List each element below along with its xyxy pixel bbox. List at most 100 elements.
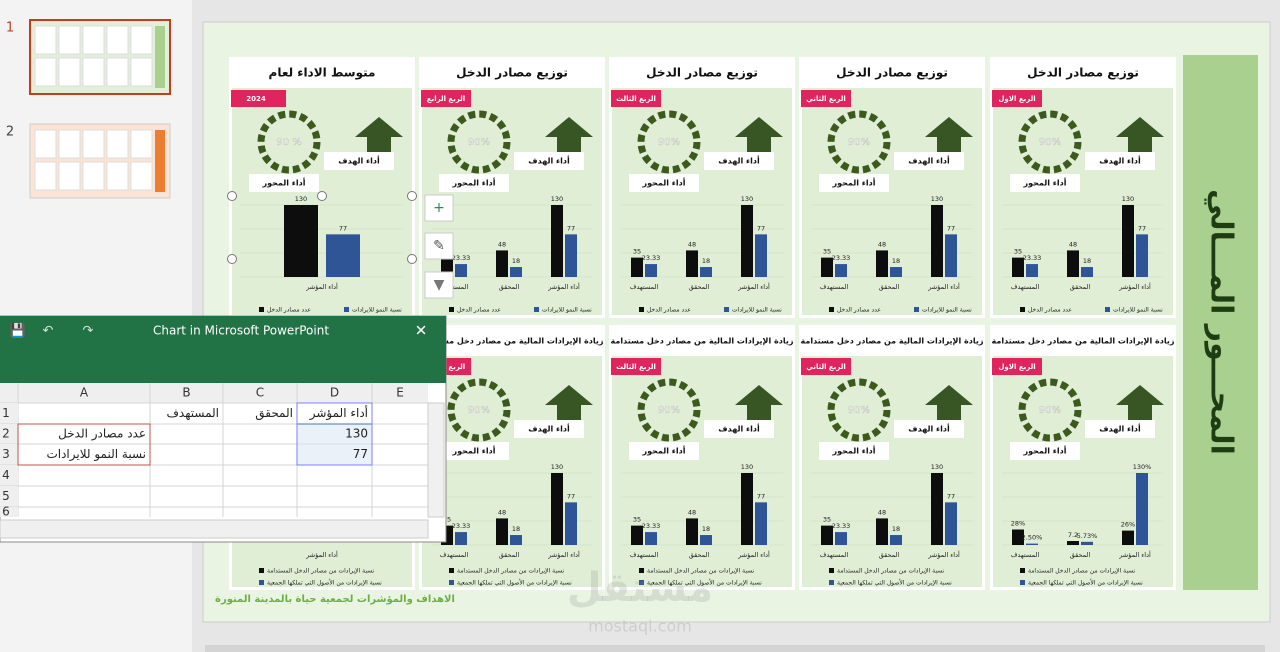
gauge bbox=[1018, 110, 1082, 174]
thumbnail-panel bbox=[130, 25, 153, 55]
axis-box bbox=[1010, 174, 1080, 192]
bar bbox=[741, 205, 753, 277]
bar bbox=[821, 257, 833, 277]
category-label: أداء المؤشر bbox=[1118, 550, 1151, 559]
axis-label: أداء المحور bbox=[1023, 178, 1067, 188]
target-box bbox=[514, 152, 584, 170]
toolbar-button[interactable]: 💾 bbox=[10, 323, 26, 339]
h-scrollbar[interactable] bbox=[0, 519, 429, 539]
toolbar-button[interactable]: ↶ bbox=[43, 324, 54, 339]
target-label: أداء الهدف bbox=[908, 424, 950, 434]
panel-title: متوسط الاداء لعام bbox=[269, 66, 376, 81]
gauge-value: 90% bbox=[658, 405, 680, 416]
legend-label: نسبة الإيرادات من مصادر الدخل المستدامة bbox=[457, 568, 565, 575]
legend-label: نسبة النمو للايرادات bbox=[352, 307, 402, 314]
legend-label: نسبة الإيرادات من الأصول التي تملكها الج… bbox=[267, 579, 382, 587]
legend-swatch bbox=[449, 580, 454, 585]
legend-label: نسبة الإيرادات من الأصول التي تملكها الج… bbox=[457, 579, 572, 587]
legend-swatch bbox=[449, 568, 454, 573]
bar bbox=[835, 264, 847, 277]
target-label: أداء الهدف bbox=[1099, 156, 1141, 166]
bar bbox=[700, 535, 712, 545]
selection-handle[interactable] bbox=[407, 254, 417, 264]
bar bbox=[326, 234, 360, 277]
thumbnail-panel bbox=[106, 25, 129, 55]
gauge-value: 90% bbox=[468, 405, 490, 416]
excel-titlebar bbox=[0, 316, 446, 383]
axis-box bbox=[819, 174, 889, 192]
panel-title: توزيع مصادر الدخل bbox=[836, 66, 948, 81]
column-header: B bbox=[182, 386, 190, 400]
column-header: A bbox=[80, 386, 89, 400]
cell[interactable]: المستهدف bbox=[166, 406, 219, 420]
gauge bbox=[827, 110, 891, 174]
legend-swatch bbox=[344, 307, 349, 312]
axis-label: أداء المحور bbox=[452, 446, 496, 456]
value-label: 18 bbox=[512, 525, 520, 533]
h-scrollbar[interactable] bbox=[205, 645, 1265, 652]
bar bbox=[496, 518, 508, 545]
category-label: المحقق bbox=[879, 551, 900, 559]
value-label: 23.33 bbox=[452, 522, 471, 530]
thumbnail-panel bbox=[34, 161, 57, 191]
v-scrollbar[interactable] bbox=[427, 402, 445, 518]
bar bbox=[876, 518, 888, 545]
thumbnail-panel bbox=[58, 25, 81, 55]
legend-label: نسبة النمو للايرادات bbox=[922, 307, 972, 314]
selection-handle[interactable] bbox=[317, 191, 327, 201]
gauge-value: 90% bbox=[848, 405, 870, 416]
legend-swatch bbox=[259, 580, 264, 585]
selection-handle[interactable] bbox=[227, 254, 237, 264]
value-label: 18 bbox=[1083, 257, 1091, 265]
axis-box bbox=[249, 174, 319, 192]
category-label: المستهدف bbox=[820, 283, 849, 291]
target-box bbox=[514, 420, 584, 438]
value-label: 18 bbox=[512, 257, 520, 265]
bar bbox=[631, 257, 643, 277]
toolbar-button[interactable]: ↷ bbox=[83, 324, 95, 339]
panel-title: زيادة الإيرادات المالية من مصادر دخل مست… bbox=[421, 337, 604, 346]
cell[interactable]: أداء المؤشر bbox=[309, 405, 368, 421]
target-box bbox=[894, 152, 964, 170]
value-label: 130 bbox=[1122, 195, 1134, 203]
gauge-value: 90% bbox=[1039, 405, 1061, 416]
gauge-value: 90% bbox=[1039, 137, 1061, 148]
bar bbox=[510, 535, 522, 545]
chart-tool-button[interactable] bbox=[424, 194, 454, 222]
bar bbox=[1081, 541, 1093, 545]
arrow-up bbox=[545, 385, 593, 425]
arrow-up bbox=[545, 117, 593, 157]
selected-range bbox=[296, 423, 373, 466]
axis-label: أداء المحور bbox=[1023, 446, 1067, 456]
bar bbox=[1122, 205, 1134, 277]
axis-label: أداء المحور bbox=[642, 178, 686, 188]
category-label: المحقق bbox=[1070, 551, 1091, 559]
selection-handle[interactable] bbox=[227, 191, 237, 201]
chart-tool-icon: ✎ bbox=[433, 238, 445, 254]
category-label: المستهدف bbox=[630, 283, 659, 291]
slide-footer: الاهداف والمؤشرات لجمعية حياة بالمدينة ا… bbox=[215, 594, 455, 605]
thumbnail-band bbox=[155, 130, 165, 192]
cell[interactable]: عدد مصادر الدخل bbox=[58, 427, 146, 442]
column-header: C bbox=[256, 386, 264, 400]
thumbnail-panel bbox=[106, 57, 129, 87]
legend-label: نسبة الإيرادات من الأصول التي تملكها الج… bbox=[837, 579, 952, 587]
cell[interactable]: المحقق bbox=[255, 406, 293, 421]
value-label: 48 bbox=[498, 240, 506, 248]
chart-tool-button[interactable] bbox=[424, 232, 454, 260]
bar bbox=[510, 267, 522, 277]
row-header bbox=[0, 465, 18, 486]
legend-swatch bbox=[724, 307, 729, 312]
cell[interactable]: 77 bbox=[353, 447, 368, 461]
selection-handle[interactable] bbox=[407, 191, 417, 201]
cell[interactable]: 130 bbox=[345, 427, 368, 441]
chart-tool-button[interactable] bbox=[424, 271, 454, 299]
legend-swatch bbox=[1105, 307, 1110, 312]
category-label: المستهدف bbox=[440, 551, 469, 559]
bar bbox=[835, 532, 847, 545]
axis-box bbox=[819, 442, 889, 460]
value-label: 130 bbox=[551, 195, 563, 203]
cell[interactable]: نسبة النمو للايرادات bbox=[46, 447, 146, 462]
chart-tool-icon: + bbox=[433, 200, 445, 216]
close-button[interactable]: ✕ bbox=[415, 322, 428, 340]
